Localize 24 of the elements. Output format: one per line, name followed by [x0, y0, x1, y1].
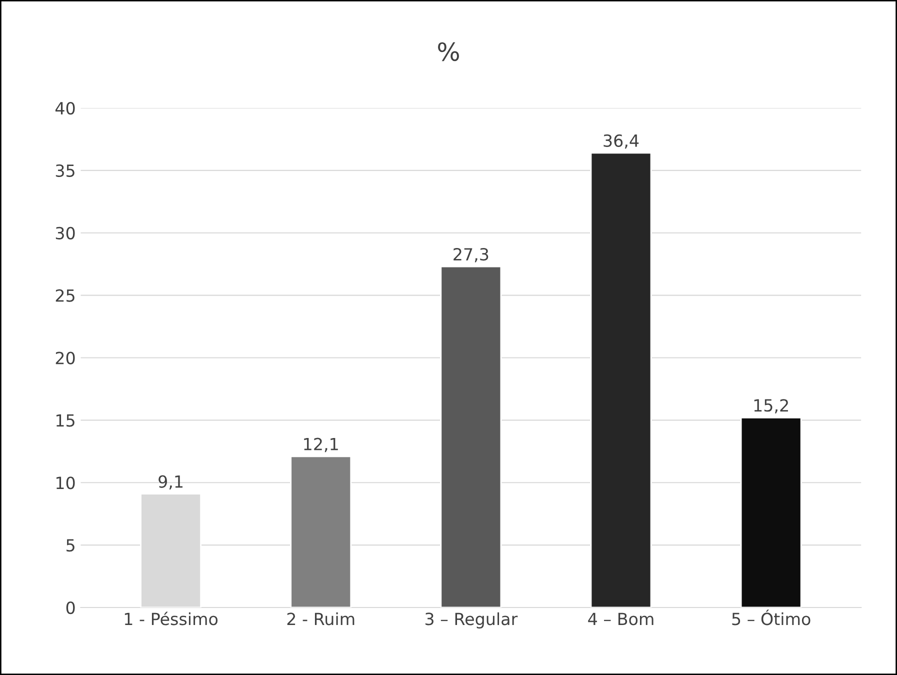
bar — [740, 416, 802, 608]
data-label: 27,3 — [454, 248, 488, 262]
y-tick-label: 40 — [55, 102, 75, 115]
y-tick-label: 5 — [66, 539, 74, 552]
bar — [290, 456, 352, 608]
x-tick-label: 2 - Ruim — [287, 612, 354, 626]
y-tick-label: 15 — [56, 414, 74, 427]
data-label: 15,2 — [754, 399, 788, 414]
x-tick-label: 5 – Ótimo — [732, 610, 810, 626]
data-label: 36,4 — [604, 134, 639, 149]
data-label: 12,1 — [304, 438, 338, 452]
bar — [590, 152, 652, 608]
y-tick-label: 30 — [56, 226, 75, 240]
x-tick-label: 4 – Bom — [588, 612, 654, 626]
y-tick-label: 10 — [56, 476, 75, 490]
y-tick-label: 25 — [56, 289, 74, 302]
y-tick-label: 35 — [56, 164, 74, 178]
y-tick-label: 20 — [56, 352, 75, 364]
x-tick-label: 3 – Regular — [425, 612, 518, 628]
data-label: 9,1 — [158, 475, 182, 490]
x-tick-label: 1 - Péssimo — [124, 612, 218, 626]
y-tick-label: 0 — [66, 601, 75, 614]
chart-title: % — [438, 42, 459, 62]
bar — [440, 266, 502, 608]
